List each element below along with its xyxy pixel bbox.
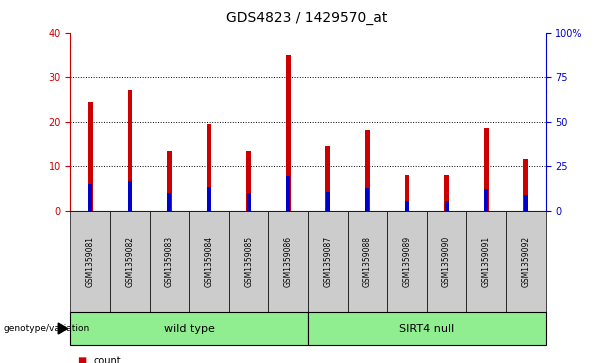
Bar (88, 184, 93, 211)
Bar (484, 128, 489, 211)
Bar (150, 211, 189, 312)
Bar (365, 130, 370, 211)
Text: GSM1359085: GSM1359085 (244, 236, 253, 287)
Text: SIRT4 null: SIRT4 null (399, 323, 454, 334)
Bar (246, 193, 251, 211)
Text: GSM1359088: GSM1359088 (363, 236, 372, 287)
Bar (427, 211, 466, 312)
Bar (506, 211, 546, 312)
Text: count: count (94, 356, 121, 363)
Bar (167, 151, 172, 211)
Text: GSM1359083: GSM1359083 (165, 236, 174, 287)
Bar (405, 201, 409, 211)
Bar (308, 312, 546, 345)
Text: GSM1359086: GSM1359086 (284, 236, 293, 287)
Text: ■: ■ (77, 356, 86, 363)
Bar (444, 175, 449, 211)
Text: GSM1359092: GSM1359092 (521, 236, 530, 287)
Bar (387, 211, 427, 312)
Bar (365, 188, 370, 211)
Bar (207, 124, 211, 211)
Text: GSM1359089: GSM1359089 (403, 236, 411, 287)
Bar (308, 211, 348, 312)
Bar (444, 201, 449, 211)
Bar (189, 211, 229, 312)
Bar (348, 211, 387, 312)
Text: genotype/variation: genotype/variation (3, 324, 89, 333)
Text: GSM1359084: GSM1359084 (205, 236, 213, 287)
Bar (70, 211, 110, 312)
Bar (326, 146, 330, 211)
Text: GSM1359091: GSM1359091 (482, 236, 490, 287)
Bar (466, 211, 506, 312)
Bar (484, 189, 488, 211)
Bar (326, 192, 330, 211)
Bar (128, 181, 132, 211)
Bar (88, 102, 93, 211)
Bar (110, 211, 150, 312)
Bar (524, 195, 528, 211)
Bar (246, 151, 251, 211)
Bar (286, 55, 291, 211)
Bar (268, 211, 308, 312)
Text: GSM1359081: GSM1359081 (86, 236, 95, 287)
Text: GSM1359082: GSM1359082 (126, 236, 134, 287)
Bar (524, 159, 528, 211)
Text: GSM1359090: GSM1359090 (442, 236, 451, 287)
Text: GSM1359087: GSM1359087 (323, 236, 332, 287)
Bar (128, 90, 132, 211)
Bar (207, 187, 211, 211)
Bar (229, 211, 268, 312)
Bar (167, 193, 172, 211)
Bar (70, 312, 308, 345)
Text: GDS4823 / 1429570_at: GDS4823 / 1429570_at (226, 11, 387, 25)
Bar (286, 176, 290, 211)
Bar (405, 175, 409, 211)
Text: wild type: wild type (164, 323, 215, 334)
